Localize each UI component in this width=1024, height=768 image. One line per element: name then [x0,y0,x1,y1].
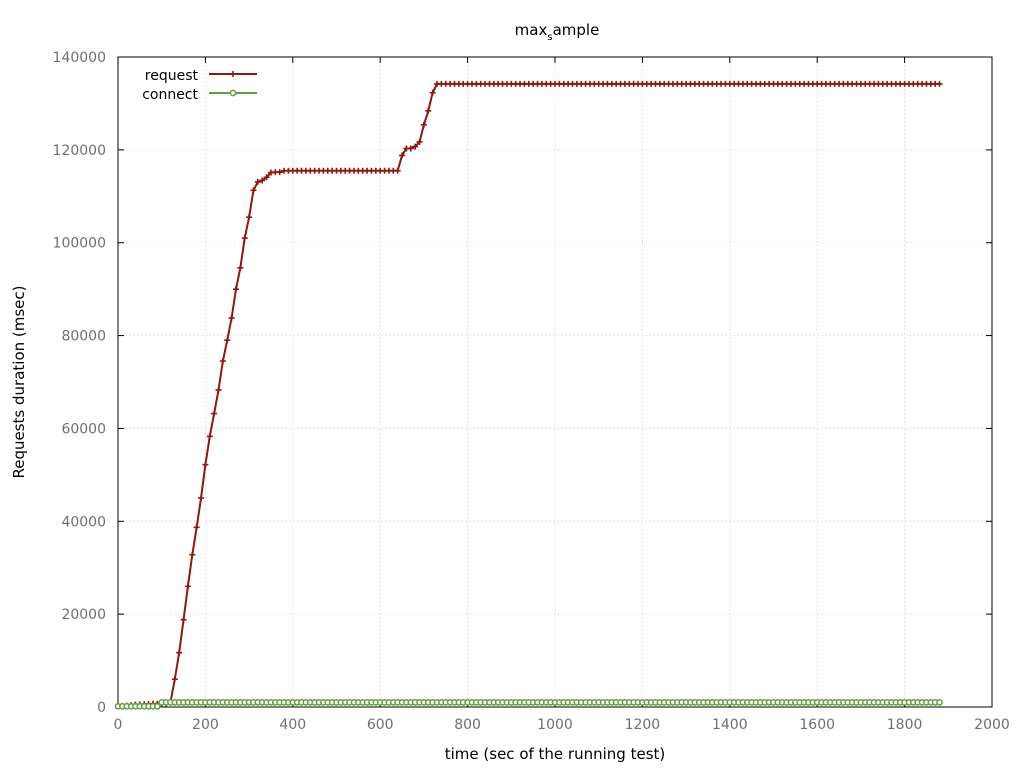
y-tick-label: 140000 [53,50,106,66]
data-point-request [246,214,253,221]
data-point-request [263,174,270,181]
x-tick-label: 1200 [625,717,661,733]
y-axis-title: Requests duration (msec) [10,285,28,478]
data-point-request [250,187,257,194]
data-point-request [394,167,401,174]
legend-marker-connect [229,89,237,97]
axis-ticks: 0 200 400 600 800 1000 1200 1400 1600 1800 2000020… [53,50,1010,733]
data-point-request [232,286,239,293]
data-point-request [193,524,200,531]
data-point-request [420,121,427,128]
series-group [114,80,943,710]
data-point-connect [936,699,943,706]
data-point-request [237,264,244,271]
data-point-request [224,337,231,344]
data-point-request [176,649,183,656]
data-point-request [412,143,419,150]
grid-lines [118,57,992,707]
x-tick-label: 1400 [712,717,748,733]
legend-item-request: request [145,68,257,84]
legend-item-connect: connect [142,87,257,103]
y-tick-label: 100000 [53,236,106,252]
y-tick-label: 20000 [61,607,106,623]
y-tick-label: 60000 [61,421,106,437]
x-tick-label: 1000 [537,717,573,733]
data-point-request [228,314,235,321]
y-tick-label: 120000 [53,143,106,159]
data-point-request [180,616,187,623]
data-point-request [171,676,178,683]
data-point-request [219,358,226,365]
y-tick-label: 40000 [61,514,106,530]
x-tick-label: 1800 [887,717,923,733]
x-tick-label: 200 [192,717,219,733]
chart-title-subscript: s [547,32,552,43]
x-tick-label: 0 [114,717,123,733]
legend-label-request: request [145,68,199,84]
legend-label-connect: connect [142,87,198,103]
legend-marker-point-request [230,71,236,77]
chart-title-tail: ample [553,21,600,39]
x-tick-label: 800 [454,717,481,733]
data-point-request [198,495,205,502]
data-point-request [254,178,261,185]
data-point-request [211,410,218,417]
x-tick-label: 600 [367,717,394,733]
data-point-request [429,89,436,96]
y-tick-label: 80000 [61,329,106,345]
y-tick-label: 0 [97,700,106,716]
data-point-connect [153,702,161,710]
data-point-request [936,80,943,87]
data-point-request [399,152,406,159]
data-point-request [407,145,414,152]
data-point-request [276,169,283,176]
data-point-request [202,461,209,468]
x-axis-title: time (sec of the running test) [445,745,666,763]
data-point-request [215,386,222,393]
x-tick-label: 1600 [799,717,835,733]
legend-marker-request [230,71,236,77]
data-point-request [416,138,423,145]
x-tick-label: 2000 [974,717,1010,733]
data-point-request [184,583,191,590]
data-point-request [259,177,266,184]
chart-title: maxsample [515,21,600,43]
data-point-request [206,433,213,440]
data-point-request [425,107,432,114]
chart-title-main: max [515,21,548,39]
legend: request connect [142,68,257,103]
data-point-request [189,551,196,558]
series-connect [114,699,943,710]
legend-marker-point-connect [229,89,237,97]
data-point-request [241,235,248,242]
x-tick-label: 400 [279,717,306,733]
series-request [115,80,943,710]
